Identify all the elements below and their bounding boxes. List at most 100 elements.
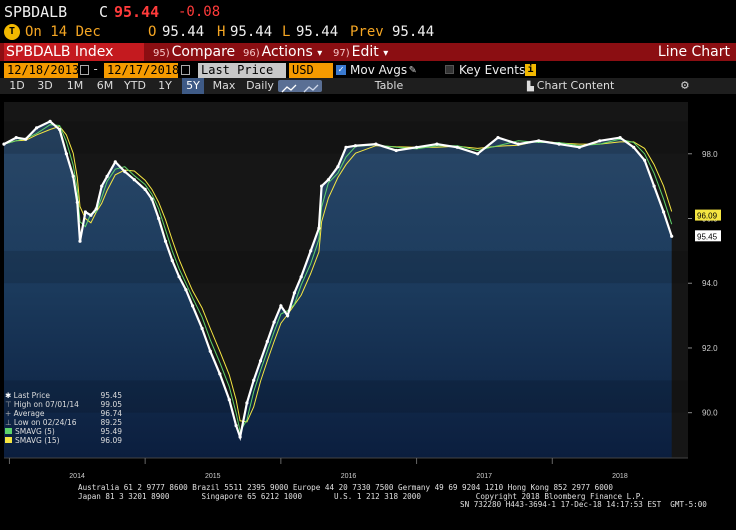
- price-point: [435, 142, 439, 146]
- mov-avgs-label[interactable]: Mov Avgs: [350, 63, 408, 77]
- price-point: [113, 160, 117, 164]
- price-point: [455, 145, 459, 149]
- price-point: [177, 275, 181, 279]
- price-point: [265, 339, 269, 344]
- price-point: [476, 152, 480, 156]
- security-field[interactable]: SPBDALB Index: [4, 43, 144, 61]
- legend-label: SMAVG (15): [15, 436, 60, 445]
- price-chart[interactable]: 90.092.094.096.098.020142015201620172018…: [0, 95, 736, 530]
- legend-value: 95.49: [100, 427, 122, 436]
- compare-label: Compare: [171, 44, 236, 60]
- range-button-1m[interactable]: 1M: [66, 79, 84, 92]
- asterisk-icon: ✱: [5, 391, 14, 400]
- chart-style-selector[interactable]: [278, 80, 322, 93]
- table-button[interactable]: Table: [374, 79, 404, 92]
- price-point: [279, 304, 283, 308]
- price-point: [143, 187, 147, 191]
- footer: Australia 61 2 9777 8600 Brazil 5511 239…: [0, 483, 736, 510]
- info-icon[interactable]: i: [525, 64, 536, 76]
- compare-button[interactable]: 95) Compare: [153, 43, 235, 61]
- price-point: [234, 424, 238, 428]
- price-point: [89, 213, 93, 217]
- price-point: [618, 136, 622, 140]
- function-toolbar: [0, 43, 736, 61]
- calendar-icon[interactable]: [80, 65, 89, 75]
- price-point: [150, 197, 154, 201]
- currency-select[interactable]: USD: [289, 63, 333, 78]
- price-point: [14, 136, 18, 140]
- key-events-label[interactable]: Key Events: [459, 63, 526, 77]
- legend-row-smavg5: SMAVG (5) 95.49: [5, 427, 122, 436]
- net-change: -0.08: [178, 4, 221, 20]
- price-field-select[interactable]: Last Price: [198, 63, 286, 78]
- legend-row-high: ⊤ High on 07/01/14 99.05: [5, 400, 122, 409]
- range-button-6m[interactable]: 6M: [96, 79, 114, 92]
- range-button-3d[interactable]: 3D: [37, 79, 53, 92]
- price-point: [208, 349, 212, 353]
- legend-value: 89.25: [100, 418, 122, 427]
- checkbox-icon[interactable]: [445, 65, 454, 74]
- legend-value: 96.09: [100, 436, 122, 445]
- price-point: [94, 207, 98, 211]
- y-tick-label: 98.0: [702, 150, 718, 159]
- price-point: [344, 145, 348, 149]
- range-button-max[interactable]: Max: [212, 79, 236, 92]
- date-range-dash: -: [92, 62, 100, 76]
- legend-value: 99.05: [100, 400, 122, 409]
- price-point: [662, 210, 666, 214]
- chart-icon: ▙: [527, 82, 537, 92]
- price-point: [191, 304, 195, 308]
- range-button-1d[interactable]: 1D: [9, 79, 25, 92]
- y-tick-label: 92.0: [702, 344, 718, 353]
- price-point: [415, 145, 419, 149]
- x-tick-label: 2018: [612, 473, 628, 480]
- price-point: [227, 398, 231, 402]
- edit-button[interactable]: 97) Edit ▾: [333, 43, 388, 61]
- calendar-icon[interactable]: [181, 65, 190, 75]
- actions-number: 96): [243, 48, 260, 59]
- legend-label: Low on 02/24/16: [13, 418, 77, 427]
- price-point: [336, 165, 340, 169]
- legend-row-average: + Average 96.74: [5, 409, 122, 418]
- gear-icon[interactable]: ⚙: [681, 78, 689, 93]
- frequency-select[interactable]: Daily: [246, 79, 274, 92]
- price-badge-label: 96.09: [697, 212, 718, 221]
- line-chart-icon: [281, 84, 319, 93]
- price-point: [670, 234, 674, 238]
- date-label: On 14 Dec: [25, 24, 101, 40]
- price-point: [309, 249, 313, 253]
- price-point: [537, 139, 541, 143]
- x-tick-label: 2015: [205, 473, 221, 480]
- range-button-ytd[interactable]: YTD: [124, 79, 146, 92]
- ticker-symbol: SPBDALB: [4, 3, 68, 21]
- price-badge: [695, 230, 721, 242]
- price-point: [557, 142, 561, 146]
- range-button-5y[interactable]: 5Y: [182, 78, 204, 94]
- pencil-icon[interactable]: ✎: [409, 62, 417, 76]
- y-tick-label: 94.0: [702, 279, 718, 288]
- price-badge: [695, 209, 721, 221]
- high-marker-icon: ⊤: [5, 400, 14, 409]
- price-point: [170, 259, 174, 263]
- end-date-field[interactable]: 12/17/2018: [104, 63, 179, 78]
- price-point: [100, 184, 104, 188]
- legend-label: Last Price: [13, 391, 50, 400]
- range-button-1y[interactable]: 1Y: [158, 79, 172, 92]
- actions-button[interactable]: 96) Actions ▾: [243, 43, 322, 61]
- price-point: [24, 137, 28, 141]
- price-point: [184, 288, 188, 292]
- average-marker-icon: +: [5, 409, 14, 418]
- edit-number: 97): [333, 48, 350, 59]
- chart-content-label: Chart Content: [536, 79, 615, 92]
- low-value: 95.44: [296, 24, 339, 40]
- high-label: H: [217, 24, 226, 40]
- prev-label: Prev: [350, 24, 384, 40]
- checkbox-icon[interactable]: ✓: [336, 65, 346, 75]
- price-point: [643, 158, 647, 162]
- low-label: L: [282, 24, 291, 40]
- shade-band: [4, 380, 688, 413]
- chart-content-button[interactable]: ▙ Chart Content: [527, 78, 627, 94]
- smavg5-swatch: [5, 428, 12, 434]
- price-point: [157, 216, 161, 221]
- start-date-field[interactable]: 12/18/2013: [4, 63, 79, 78]
